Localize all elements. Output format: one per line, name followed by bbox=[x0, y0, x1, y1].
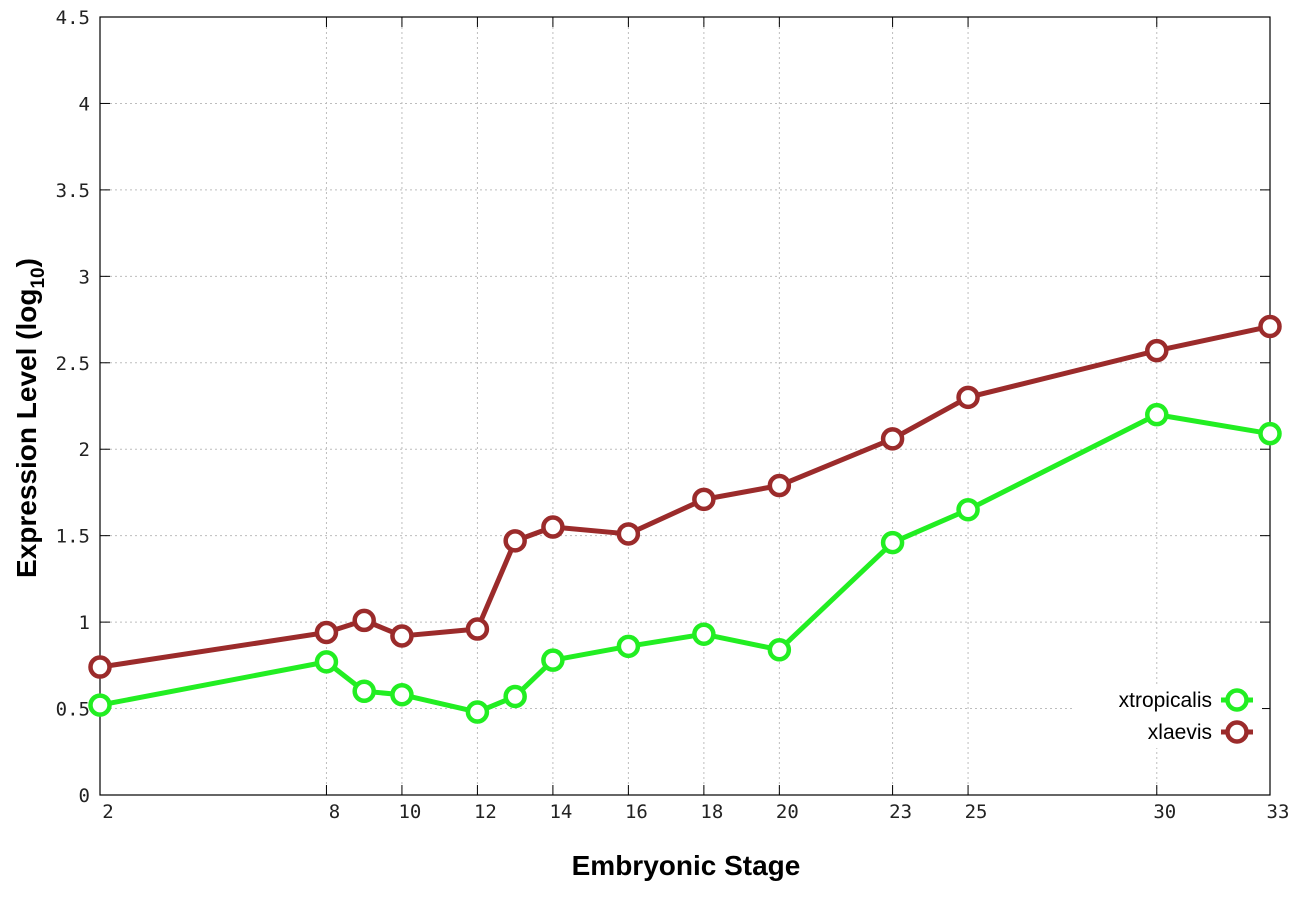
data-point-xtropicalis bbox=[390, 682, 414, 707]
data-point-xlaevis bbox=[880, 427, 905, 451]
data-point-xtropicalis bbox=[541, 648, 565, 672]
x-tick-label: 20 bbox=[776, 801, 799, 823]
data-series bbox=[88, 314, 1282, 724]
x-tick-label: 23 bbox=[889, 801, 912, 823]
y-axis-title-main: Expression Level (log bbox=[11, 289, 42, 578]
legend-item-xtropicalis: xtropicalis bbox=[1072, 684, 1262, 716]
data-point-xtropicalis bbox=[88, 693, 112, 717]
x-tick-label: 12 bbox=[474, 801, 497, 823]
data-point-xtropicalis bbox=[352, 679, 376, 704]
data-point-xtropicalis bbox=[503, 684, 527, 709]
y-tick-label: 0.5 bbox=[56, 699, 90, 721]
x-tick-label: 30 bbox=[1153, 801, 1176, 823]
legend: xtropicalis xlaevis bbox=[1072, 684, 1262, 748]
data-point-xlaevis bbox=[956, 385, 980, 410]
data-point-xtropicalis bbox=[1258, 421, 1282, 446]
y-tick-label: 4.5 bbox=[56, 7, 90, 29]
data-point-xlaevis bbox=[465, 617, 490, 641]
series-xtropicalis bbox=[88, 402, 1282, 724]
data-point-xtropicalis bbox=[956, 497, 980, 522]
data-point-xlaevis bbox=[314, 620, 339, 645]
x-tick-label: 10 bbox=[398, 801, 421, 823]
y-tick-label: 0 bbox=[79, 785, 90, 807]
x-tick-label: 33 bbox=[1267, 801, 1290, 823]
data-point-xlaevis bbox=[692, 487, 716, 512]
legend-swatch-marker bbox=[1225, 720, 1249, 744]
data-point-xlaevis bbox=[767, 473, 792, 498]
x-tick-label: 14 bbox=[549, 801, 572, 823]
data-point-xtropicalis bbox=[616, 634, 641, 659]
series-line-xlaevis bbox=[99, 324, 1271, 670]
data-point-xlaevis bbox=[1258, 314, 1282, 339]
y-tick-label: 1.5 bbox=[56, 526, 90, 548]
legend-item-xlaevis: xlaevis bbox=[1072, 716, 1262, 748]
grid-lines bbox=[100, 17, 1270, 795]
x-tick-label: 16 bbox=[625, 801, 648, 823]
data-point-xtropicalis bbox=[767, 638, 792, 662]
plot-frame bbox=[99, 16, 1271, 796]
legend-label: xtropicalis bbox=[1119, 689, 1212, 712]
y-tick-label: 2 bbox=[79, 439, 90, 461]
data-point-xlaevis bbox=[541, 515, 565, 539]
x-axis-title: Embryonic Stage bbox=[572, 850, 801, 881]
data-point-xlaevis bbox=[503, 529, 527, 553]
series-xlaevis bbox=[88, 314, 1282, 679]
x-tick-label: 18 bbox=[700, 801, 723, 823]
data-point-xlaevis bbox=[1145, 338, 1169, 363]
y-axis-title: Expression Level (log10) bbox=[11, 258, 49, 578]
data-point-xlaevis bbox=[88, 655, 112, 679]
y-tick-label: 3.5 bbox=[56, 180, 90, 202]
y-axis-title-subscript: 10 bbox=[28, 267, 49, 288]
series-line-xtropicalis bbox=[99, 412, 1271, 715]
data-point-xtropicalis bbox=[314, 650, 339, 674]
legend-swatch-marker bbox=[1225, 688, 1249, 712]
y-tick-label: 3 bbox=[79, 266, 90, 288]
data-point-xtropicalis bbox=[1145, 402, 1169, 427]
data-point-xlaevis bbox=[390, 624, 414, 648]
legend-label: xlaevis bbox=[1148, 721, 1212, 744]
y-tick-label: 2.5 bbox=[56, 353, 90, 375]
data-point-xtropicalis bbox=[880, 530, 905, 555]
x-tick-label: 2 bbox=[102, 801, 113, 823]
data-point-xtropicalis bbox=[465, 700, 490, 724]
axis-ticks: 0 0.5 1 1.5 2 2.5 3 3.5 4 4.5 2 8 10 12 14 16 18 20 23 25 30… bbox=[56, 7, 1290, 823]
y-axis-title-close: ) bbox=[11, 258, 42, 267]
data-point-xlaevis bbox=[616, 522, 641, 546]
y-tick-label: 1 bbox=[79, 612, 90, 634]
y-tick-label: 4 bbox=[79, 93, 90, 115]
data-point-xtropicalis bbox=[692, 622, 716, 646]
x-tick-label: 8 bbox=[329, 801, 340, 823]
x-tick-label: 25 bbox=[965, 801, 988, 823]
data-point-xlaevis bbox=[352, 608, 376, 633]
